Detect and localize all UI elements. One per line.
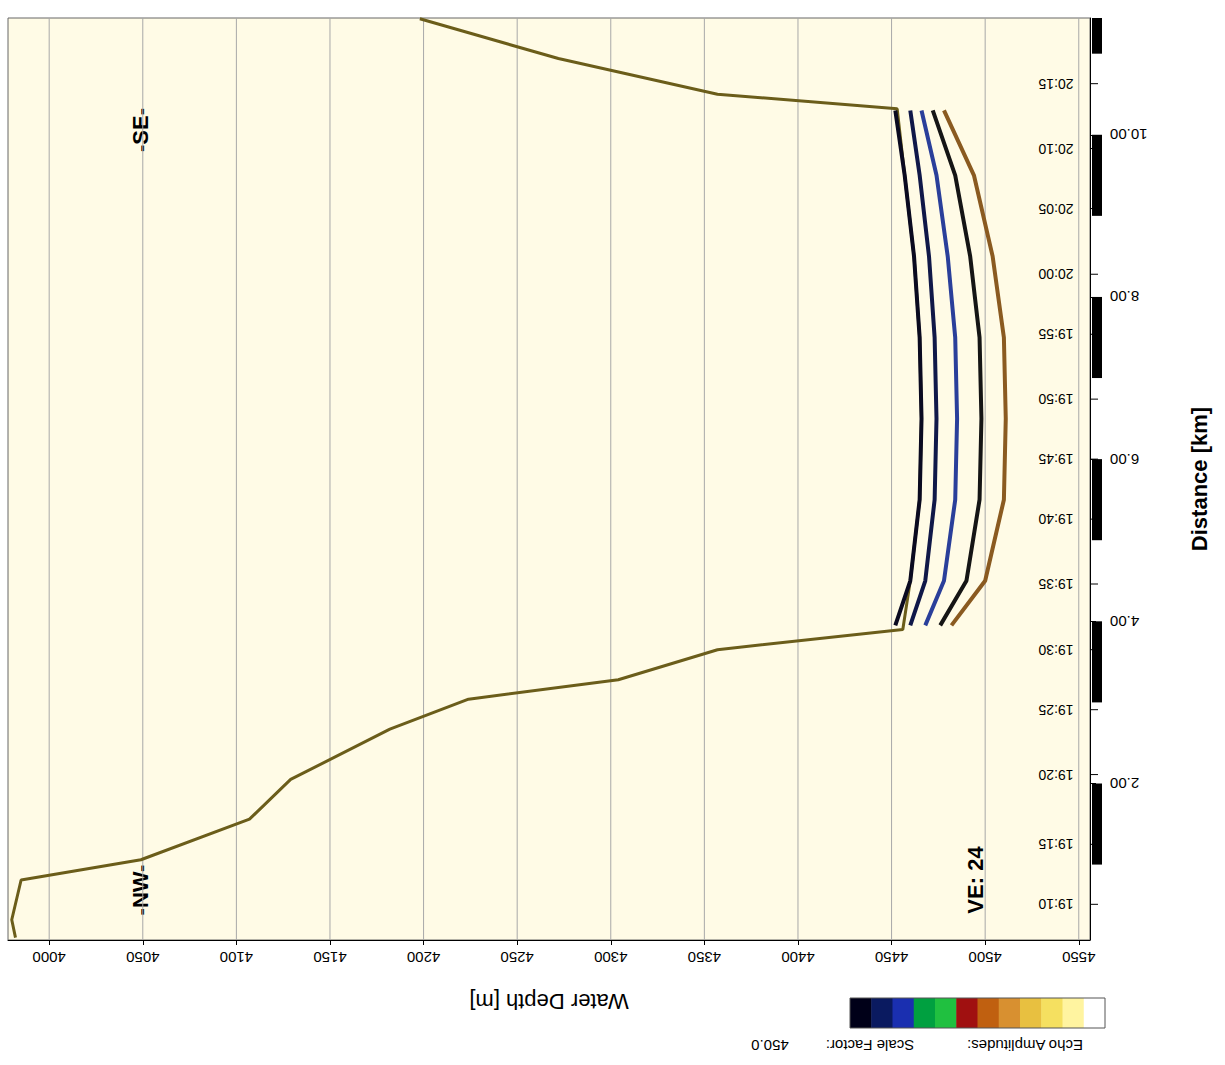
svg-text:19:10: 19:10 bbox=[1038, 896, 1073, 912]
svg-text:8.00: 8.00 bbox=[1110, 288, 1139, 305]
svg-text:19:55: 19:55 bbox=[1038, 326, 1073, 342]
svg-text:19:35: 19:35 bbox=[1038, 576, 1073, 592]
svg-text:Distance [km]: Distance [km] bbox=[1187, 407, 1212, 551]
svg-text:20:05: 20:05 bbox=[1038, 201, 1073, 217]
svg-text:4.00: 4.00 bbox=[1110, 613, 1139, 630]
svg-text:-SE-: -SE- bbox=[128, 108, 153, 152]
svg-text:10.00: 10.00 bbox=[1110, 126, 1148, 143]
svg-text:20:10: 20:10 bbox=[1038, 141, 1073, 157]
svg-text:Water Depth [m]: Water Depth [m] bbox=[469, 989, 628, 1014]
svg-text:4350: 4350 bbox=[688, 949, 721, 966]
svg-text:4300: 4300 bbox=[594, 949, 627, 966]
svg-text:4500: 4500 bbox=[968, 949, 1001, 966]
svg-text:VE: 24: VE: 24 bbox=[963, 846, 988, 914]
svg-text:19:20: 19:20 bbox=[1038, 767, 1073, 783]
svg-text:-NW-: -NW- bbox=[128, 865, 153, 916]
svg-text:4000: 4000 bbox=[32, 949, 65, 966]
svg-text:4050: 4050 bbox=[126, 949, 159, 966]
svg-text:6.00: 6.00 bbox=[1110, 451, 1139, 468]
svg-text:2.00: 2.00 bbox=[1110, 775, 1139, 792]
svg-text:19:25: 19:25 bbox=[1038, 702, 1073, 718]
svg-text:4200: 4200 bbox=[407, 949, 440, 966]
svg-text:4150: 4150 bbox=[313, 949, 346, 966]
svg-text:4550: 4550 bbox=[1062, 949, 1095, 966]
svg-text:4400: 4400 bbox=[781, 949, 814, 966]
svg-text:Scale Factor:: Scale Factor: bbox=[826, 1037, 914, 1054]
svg-text:19:45: 19:45 bbox=[1038, 451, 1073, 467]
svg-text:4250: 4250 bbox=[500, 949, 533, 966]
svg-text:450.0: 450.0 bbox=[751, 1037, 789, 1054]
svg-text:20:00: 20:00 bbox=[1038, 266, 1073, 282]
svg-text:Echo Amplitudes:: Echo Amplitudes: bbox=[967, 1037, 1083, 1054]
svg-text:4450: 4450 bbox=[875, 949, 908, 966]
svg-text:4100: 4100 bbox=[220, 949, 253, 966]
svg-text:19:40: 19:40 bbox=[1038, 511, 1073, 527]
svg-text:19:30: 19:30 bbox=[1038, 642, 1073, 658]
svg-text:19:15: 19:15 bbox=[1038, 836, 1073, 852]
svg-text:19:50: 19:50 bbox=[1038, 391, 1073, 407]
svg-text:20:15: 20:15 bbox=[1038, 76, 1073, 92]
